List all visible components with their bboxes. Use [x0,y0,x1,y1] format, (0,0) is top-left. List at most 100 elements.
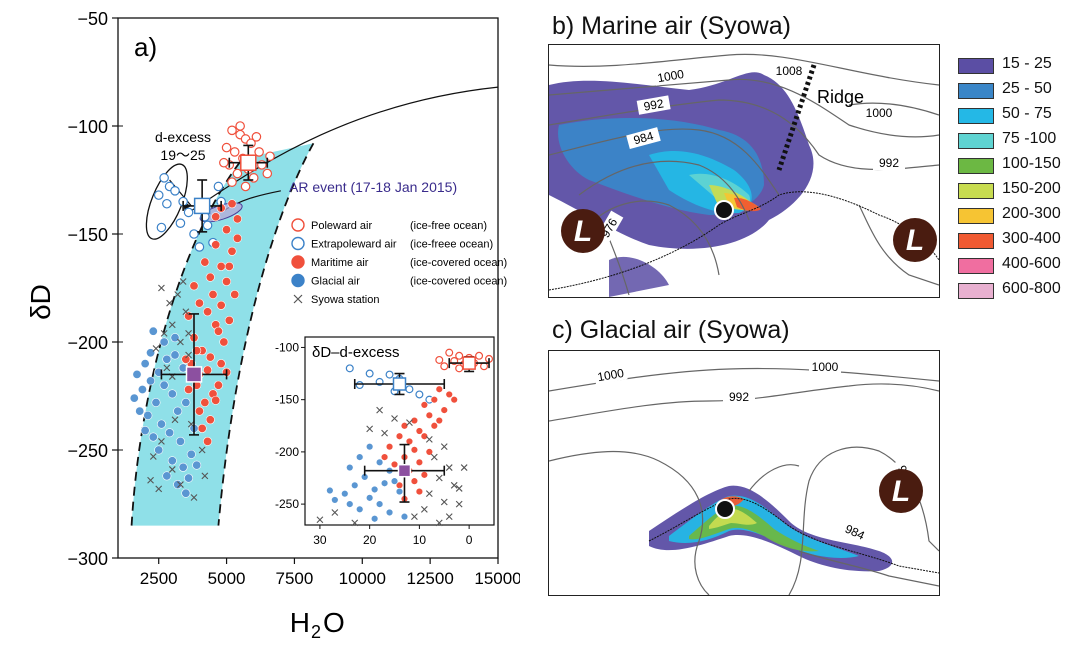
isobar-line [578,160,750,221]
y-tick-label: −250 [67,441,108,461]
ridge-label: Ridge [817,87,864,107]
coastline [549,191,939,291]
glacial-air-point [154,445,164,455]
poleward-air-mean-marker [240,154,257,171]
legend-swatch [958,83,994,99]
legend-note: (ice-freee ocean) [410,239,493,251]
glacial-air-point [140,426,150,436]
inset-glacial-air-point [356,505,364,514]
isobar-label-group: 984 [837,519,873,546]
inset-maritime-air-point [435,416,443,425]
extrapoleward-air-point [213,181,224,192]
inset-maritime-air-point [385,442,394,451]
inset-y-tick-label: -100 [275,340,299,354]
isobar-line [549,99,939,171]
inset-maritime-air-point [430,422,439,430]
legend-note: (ice-covered ocean) [410,276,507,288]
inset-poleward-air-point [435,355,444,364]
poleward-air-point [227,177,237,187]
maritime-air-point [213,326,223,336]
isobar-label: 1000 [596,366,625,384]
legend-label: 400-600 [1002,255,1061,272]
inset-syowa-station-cross-point [391,415,398,422]
inset-poleward-air-point [440,362,449,371]
maritime-air-point [203,365,213,375]
maritime-air-point [216,300,226,310]
inset-glacial-air-mean-marker [397,463,412,478]
inset-syowa-station-cross-point [455,500,463,508]
inset-glacial-air-point [365,494,374,502]
dexcess-ellipse [145,163,188,240]
isobar-label: 1008 [776,64,803,78]
glacial-air-point [146,376,156,386]
extrapoleward-air-point [153,190,164,200]
syowa-station-cross-point [155,485,163,493]
inset-maritime-air-point [425,411,434,420]
inset-maritime-air-point [415,458,424,467]
inset-syowa-station-cross-point [376,406,383,414]
legend-label: 200-300 [1002,205,1061,222]
extrapoleward-air-point [156,222,167,233]
maritime-air-point [205,352,215,362]
syowa-station-cross-point [168,321,176,329]
inset-glacial-air-point [375,458,384,467]
inset-poleward-air-point [455,351,464,360]
isobar-label-bg [626,127,661,149]
glacial-air-point [167,389,177,399]
inset-extrapoleward-air-point [355,381,364,390]
band-edge-right [217,142,315,526]
poleward-air-point [219,157,229,168]
maritime-air-point [222,225,232,235]
inset-glacial-air-point [346,463,354,472]
poleward-air-point [232,168,243,179]
syowa-station-dot-c [715,499,735,519]
inset-syowa-station-cross-point [435,474,443,482]
syowa-station-cross-point [198,446,206,454]
isobar-label: 1000 [812,360,839,374]
inset-y-tick-label: -250 [275,497,299,511]
legend-label: 25 - 50 [1002,80,1052,97]
glacial-air-point [135,406,145,416]
inset-extrapoleward-air-point [415,390,424,399]
maritime-air-point [211,395,221,405]
glacial-air-point [178,462,188,472]
legend-marker [291,218,305,232]
syowa-station-cross-point [182,308,190,316]
inset-extrapoleward-air-point [345,364,354,373]
inset-glacial-air-point [375,500,384,508]
syowa-station-cross-point [168,466,176,473]
inset-poleward-air-point [475,351,484,360]
legend-row: 400-600 [958,255,1068,274]
maritime-air-point [200,397,210,407]
maritime-air-point [213,380,223,390]
maritime-air-point [227,199,237,209]
isobar-label-bg [723,390,755,404]
inset-title: δD–d-excess [312,344,400,361]
inset-glacial-air-point [356,453,364,461]
glacial-air-point [162,471,172,481]
inset-x-tick-label: 0 [466,533,473,547]
inset-syowa-station-cross-point [425,490,433,498]
coastline-c [648,497,939,574]
inset-glacial-air-point [341,489,349,498]
inset-maritime-air-point [430,395,439,404]
inset-syowa-station-cross-point [430,453,438,461]
inset-x-tick-label: 30 [313,533,327,547]
inset-maritime-air-point [435,385,443,393]
inset-maritime-air-point [415,427,424,435]
legend-label: 600-800 [1002,280,1061,297]
extrapoleward-air-point [175,218,186,228]
ridge-line [776,64,817,171]
legend-swatch [958,233,994,249]
dexcess-label: d-excess [155,129,211,145]
mixing-band [131,143,314,526]
maritime-air-point [224,315,234,325]
legend-name: Extrapoleward air [311,239,397,251]
inset-poleward-air-point [445,348,454,357]
isobar-label-bg [636,95,671,115]
legend-row: 75 -100 [958,130,1068,149]
isobar-label-group: 992 [636,95,671,115]
syowa-station-cross-point [174,291,182,298]
poleward-air-point [254,147,264,157]
legend-swatch [958,158,994,174]
